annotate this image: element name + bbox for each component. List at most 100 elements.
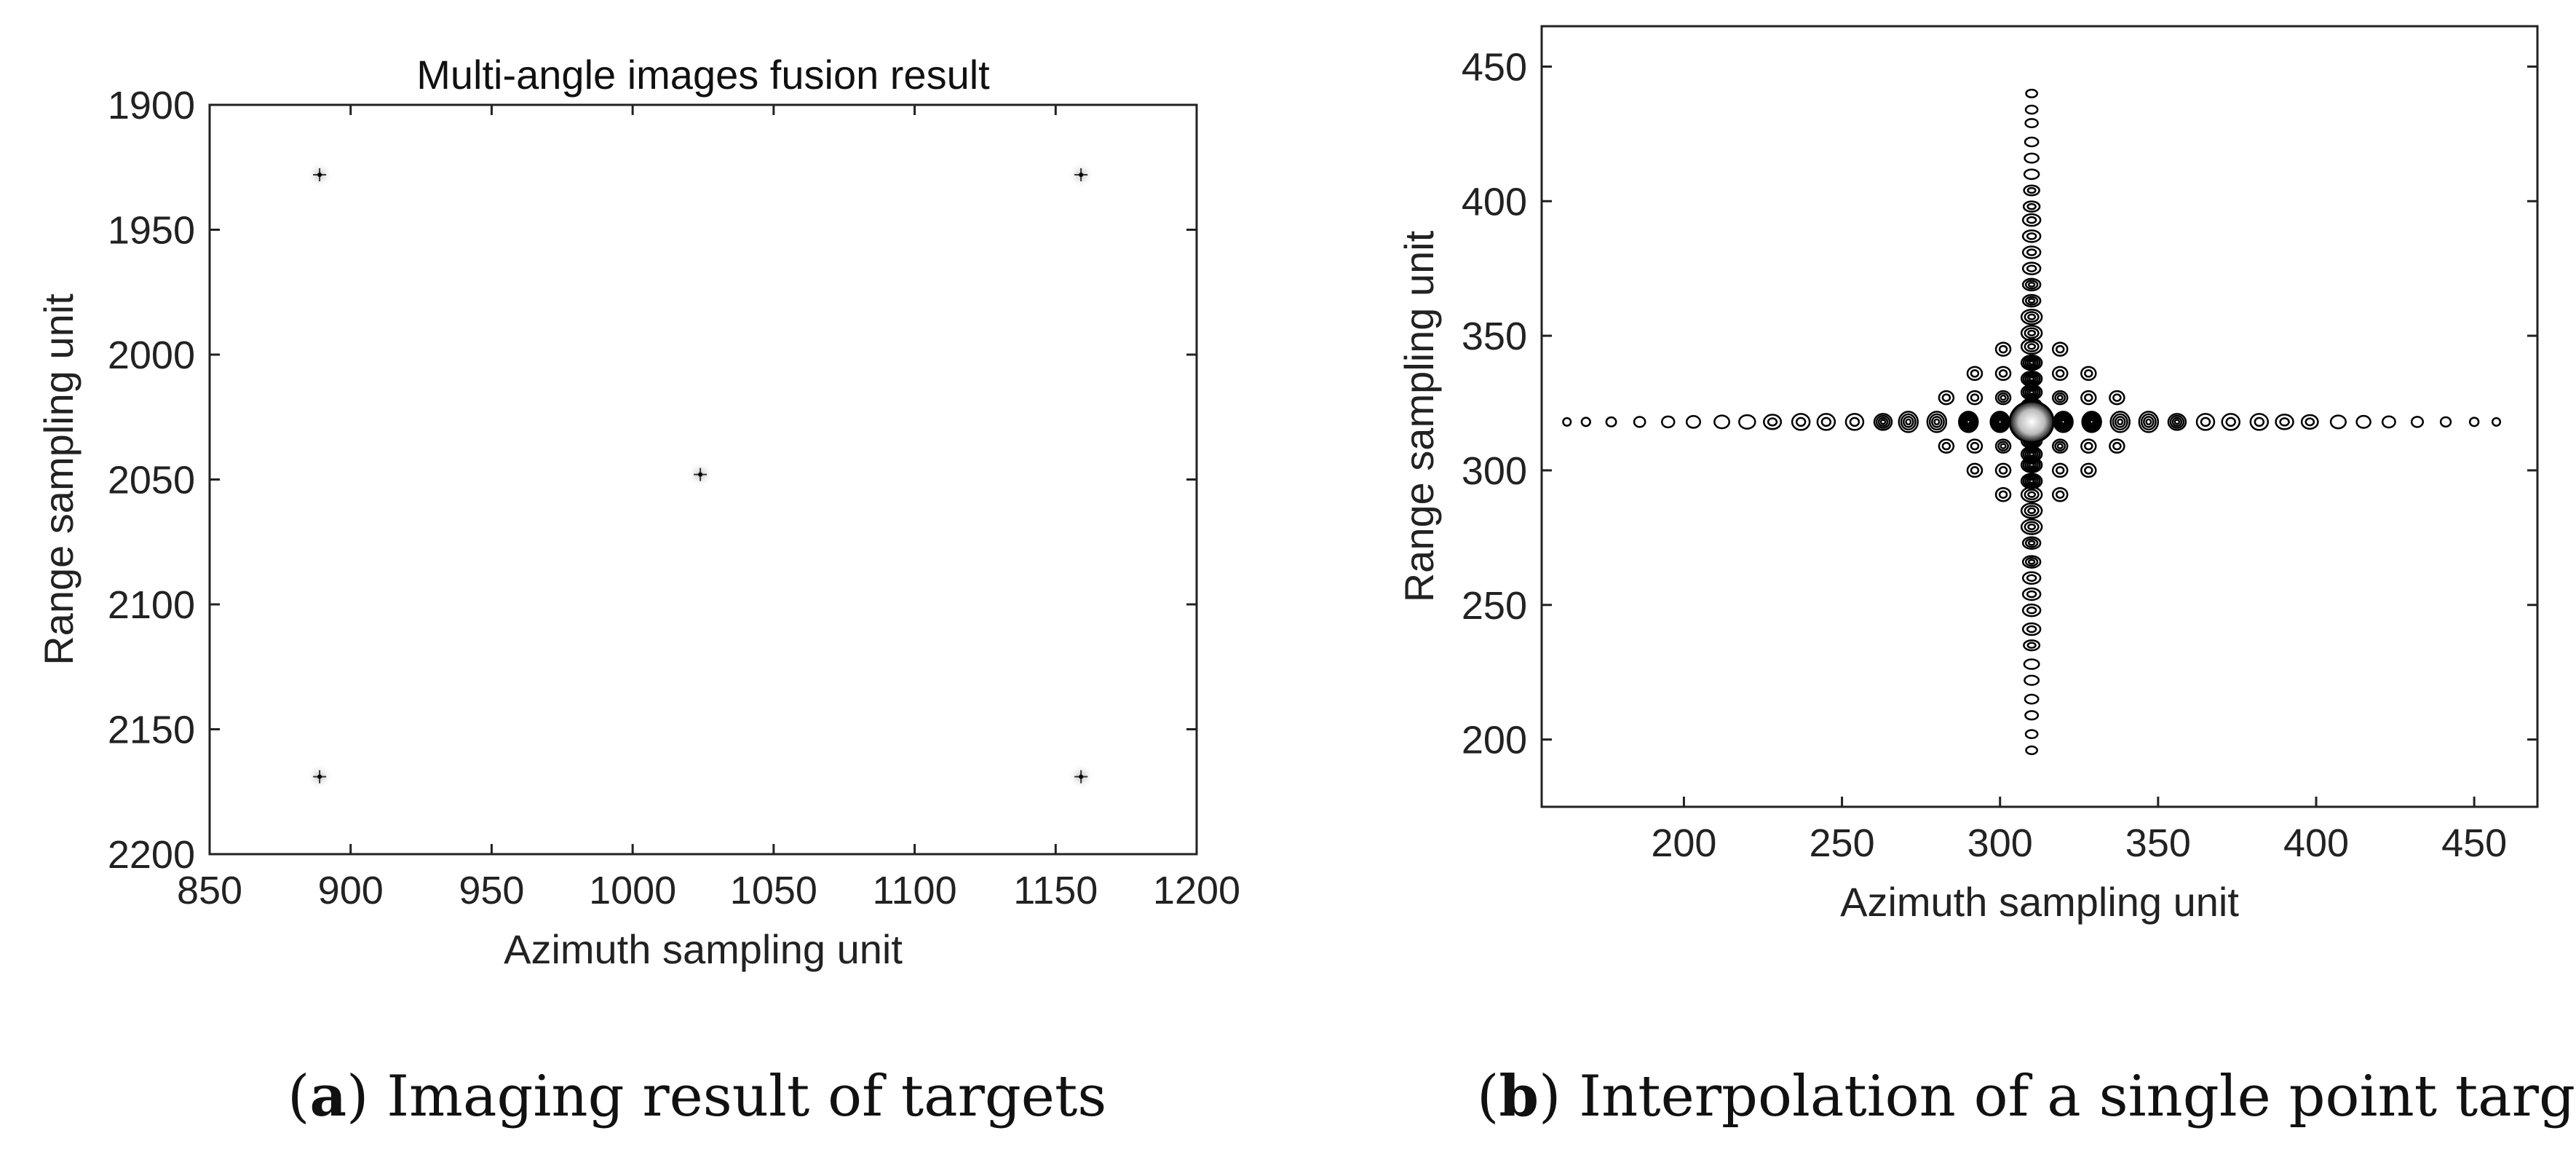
cross-lobe — [1938, 438, 1955, 454]
contour-ring — [1795, 417, 1807, 427]
horizontal-lobe — [2410, 416, 2425, 428]
contour-ring — [2029, 478, 2035, 484]
contour-ring — [2056, 394, 2064, 401]
contour-ring — [2026, 264, 2037, 272]
contour-ring — [2054, 392, 2066, 403]
x-tick-label: 1200 — [1153, 869, 1240, 912]
cross-lobe — [2080, 462, 2097, 478]
vertical-lobe — [2024, 729, 2039, 740]
contour-ring — [1879, 419, 1887, 425]
contour-ring — [2020, 325, 2043, 342]
contour-ring — [2169, 414, 2185, 429]
contour-ring — [1941, 393, 1951, 402]
horizontal-lobe — [2053, 411, 2074, 433]
contour-ring — [2085, 416, 2098, 428]
contour-ring — [2029, 360, 2035, 366]
x-tick-label: 950 — [459, 869, 524, 912]
y-tick-label: 400 — [1462, 180, 1527, 224]
contour-ring — [2024, 340, 2040, 352]
point-core — [317, 774, 322, 779]
caption-b-letter: b — [1499, 1063, 1539, 1129]
contour-ring — [2026, 388, 2037, 396]
contour-ring — [2329, 414, 2347, 430]
horizontal-lobe — [2468, 417, 2480, 427]
contour-ring — [2022, 371, 2041, 386]
contour-ring — [2055, 369, 2065, 378]
horizontal-lobe — [2491, 417, 2502, 427]
contour-ring — [2021, 571, 2042, 585]
contour-ring — [2024, 373, 2039, 384]
contour-ring — [2024, 280, 2039, 290]
vertical-lobe — [2020, 325, 2043, 342]
horizontal-lobe — [2381, 415, 2396, 429]
cross-lobe — [1994, 342, 2012, 357]
contour-ring — [2021, 587, 2042, 601]
contour-ring — [2020, 354, 2043, 371]
contour-ring — [1961, 414, 1976, 430]
contour-ring — [2439, 416, 2452, 428]
contour-ring — [2020, 370, 2043, 387]
cross-lobe — [2080, 390, 2097, 406]
cross-lobe — [1966, 390, 1983, 406]
horizontal-lobe — [1791, 413, 1811, 431]
contour-ring — [1762, 414, 1783, 430]
contour-ring — [1931, 416, 1943, 428]
point-core — [1079, 774, 1084, 779]
contour-ring — [2051, 486, 2069, 502]
contour-ring — [2026, 590, 2037, 599]
vertical-lobe — [2020, 370, 2043, 387]
contour-ring — [2195, 413, 2216, 431]
contour-ring — [2027, 507, 2037, 514]
contour-ring — [2021, 277, 2042, 292]
y-tick-label: 450 — [1462, 45, 1527, 89]
contour-ring — [2084, 414, 2099, 430]
contour-ring — [1970, 393, 1980, 402]
contour-ring — [2171, 417, 2183, 427]
horizontal-lobe — [2249, 413, 2270, 431]
plot-frame — [1540, 25, 2539, 808]
contour-ring — [2027, 298, 2036, 304]
y-tick-label: 1950 — [108, 209, 195, 253]
contour-ring — [2138, 411, 2160, 433]
vertical-lobe — [2024, 710, 2040, 721]
contour-ring — [1994, 462, 2012, 478]
contour-ring — [2021, 555, 2042, 569]
contour-ring — [2021, 293, 2042, 308]
contour-ring — [2140, 413, 2157, 431]
cross-lobe — [2051, 438, 2069, 454]
vertical-lobe — [2021, 603, 2042, 617]
cross-lobe — [1994, 366, 2012, 382]
contour-ring — [1844, 413, 1865, 431]
vertical-lobe — [2020, 486, 2043, 503]
cross-lobe — [2109, 390, 2125, 406]
y-axis-label: Range sampling unit — [36, 293, 82, 666]
horizontal-lobe — [1580, 417, 1591, 427]
contour-ring — [2027, 313, 2037, 320]
contour-ring — [1970, 441, 1980, 451]
contour-ring — [2027, 343, 2037, 350]
panel-a: 850 900 950 1000 1050 1100 1150 1200 1900 1950 200… — [36, 52, 1240, 1129]
vertical-lobe — [2021, 622, 2042, 636]
cross-lobe — [1966, 438, 1983, 454]
vertical-lobe — [2024, 693, 2040, 705]
contour-ring — [2024, 104, 2039, 115]
contour-ring — [2084, 393, 2093, 402]
vertical-lobe — [2023, 168, 2040, 181]
contour-ring — [2029, 376, 2035, 382]
horizontal-lobe — [2355, 414, 2371, 429]
contour-ring — [2300, 414, 2319, 430]
cross-lobe — [1966, 366, 1983, 382]
contour-ring — [1900, 413, 1917, 431]
vertical-lobe — [2024, 104, 2039, 115]
contour-ring — [1941, 441, 1951, 451]
horizontal-lobe — [1660, 415, 1676, 429]
contour-ring — [1994, 390, 2012, 406]
contour-ring — [2057, 416, 2069, 428]
contour-ring — [1903, 416, 1914, 428]
contour-ring — [2221, 413, 2240, 431]
contour-ring — [1997, 441, 2009, 451]
x-tick-label: 1000 — [589, 869, 676, 912]
contour-ring — [2026, 374, 2037, 383]
cross-lobe — [1938, 390, 1955, 406]
contour-ring — [1970, 369, 1980, 378]
